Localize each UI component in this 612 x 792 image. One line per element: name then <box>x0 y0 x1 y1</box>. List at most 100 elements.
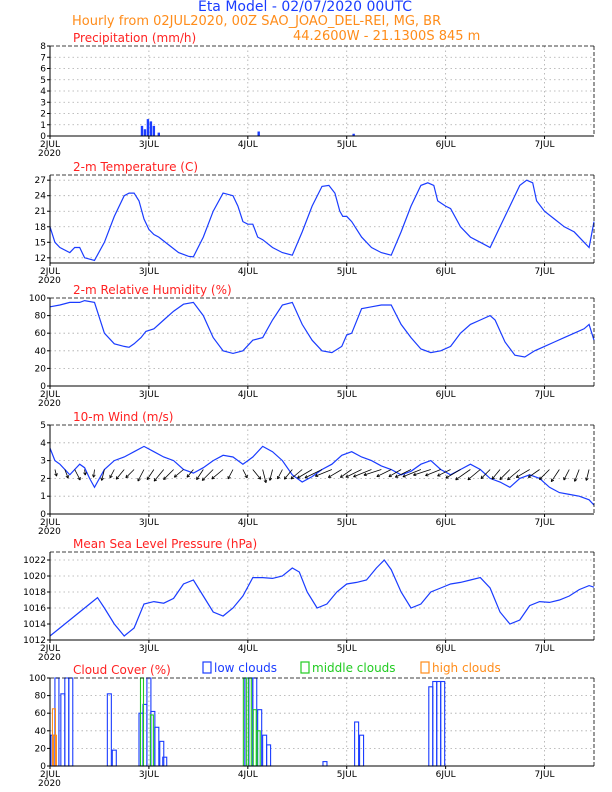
wind-arrow <box>137 469 145 482</box>
cloud-bar <box>428 686 434 767</box>
wind-arrow <box>467 469 481 481</box>
precip-bar <box>149 121 153 136</box>
y-tick-label: 0 <box>40 132 46 142</box>
wind-arrow-head <box>186 474 190 478</box>
wind-arrow-head <box>394 474 399 478</box>
wind-arrow-head <box>257 476 262 480</box>
cloud-bar <box>440 680 446 767</box>
wind-arrow-head <box>211 476 215 480</box>
wind-arrow <box>550 469 560 482</box>
y-tick-label: 4 <box>40 87 46 97</box>
station-location: 44.2600W - 21.1300S 845 m <box>293 29 480 44</box>
wind-arrow-head <box>515 474 520 478</box>
x-tick-label: 4JUL <box>238 518 258 528</box>
wind-arrow <box>315 469 333 477</box>
wind-arrow-head <box>109 474 113 479</box>
cloud-bar <box>359 734 365 767</box>
x-tick-label: 3JUL <box>139 140 159 150</box>
y-tick-label: 0 <box>40 762 46 772</box>
wind-arrow <box>425 469 441 477</box>
wind-arrow-head <box>314 473 319 477</box>
x-tick-label: 5JUL <box>337 770 357 780</box>
wind-arrow <box>211 469 224 480</box>
wind-arrow-head <box>146 476 150 481</box>
y-tick-label: 100 <box>29 674 46 684</box>
wind-arrow-head <box>563 477 567 481</box>
cloud-bar <box>252 709 257 767</box>
x-tick-label: 4JUL <box>238 390 258 400</box>
wind-arrow-head <box>425 473 429 477</box>
wind-arrow <box>363 469 382 476</box>
wind-arrow <box>93 469 95 478</box>
y-tick-label: 0 <box>40 510 46 520</box>
wind-arrow-head <box>499 476 503 480</box>
cloud-bar <box>149 714 154 767</box>
x-tick-label: 7JUL <box>535 518 555 528</box>
x-tick-label: 3JUL <box>139 267 159 277</box>
precip-bar <box>157 132 160 136</box>
x-tick-label: 4JUL <box>238 644 258 654</box>
wind-arrow <box>445 469 461 479</box>
y-tick-label: 1014 <box>23 620 46 630</box>
y-tick-label: 1 <box>40 121 46 131</box>
wind-arrow <box>395 469 412 478</box>
cloud-bar <box>432 680 438 767</box>
wind-arrow-head <box>268 477 273 481</box>
y-tick-label: 1020 <box>23 572 46 582</box>
wind-arrow-head <box>54 473 58 477</box>
x-year-label: 2020 <box>38 276 61 286</box>
wind-arrow-head <box>467 476 471 481</box>
precip-bar <box>257 131 260 136</box>
cloud-bar <box>60 693 66 767</box>
wind-arrow-head <box>491 476 495 480</box>
wind-arrow <box>262 469 267 483</box>
x-tick-label: 6JUL <box>436 267 456 277</box>
wind-arrow-head <box>376 473 380 478</box>
wind-arrow <box>413 469 431 476</box>
wind-arrow <box>74 469 81 481</box>
wind-arrow-head <box>92 474 96 478</box>
wind-arrow-head <box>345 474 349 478</box>
y-tick-label: 40 <box>35 347 47 357</box>
wind-arrow-head <box>480 475 484 480</box>
chart-title: Eta Model - 02/07/2020 00UTC <box>198 0 412 15</box>
y-tick-label: 80 <box>35 692 47 702</box>
x-tick-label: 4JUL <box>238 267 258 277</box>
panel-3: 0 20 40 60 80 100 2JUL 3JUL 4JUL 5JUL 6JUL 7JUL 2020… <box>29 283 595 409</box>
y-tick-label: 15 <box>35 238 46 248</box>
legend-low-label: low clouds <box>214 661 277 675</box>
cloud-bar <box>436 680 442 767</box>
legend-low-swatch <box>202 661 212 674</box>
precip-bar <box>140 125 144 136</box>
wind-arrow <box>115 469 125 480</box>
y-tick-label: 7 <box>40 53 46 63</box>
wind-arrow <box>574 469 580 482</box>
wind-arrow <box>304 469 323 479</box>
x-tick-label: 7JUL <box>535 770 555 780</box>
panel-6: 0 20 40 60 80 100 2JUL 3JUL 4JUL 5JUL 6JUL 7JUL 2020… <box>29 663 595 789</box>
x-tick-label: 7JUL <box>535 267 555 277</box>
wind-arrow <box>491 469 501 480</box>
wind-arrow-head <box>263 479 268 484</box>
legend-middle-label: middle clouds <box>312 661 396 675</box>
x-tick-label: 3JUL <box>139 518 159 528</box>
panel-2: 12 15 18 21 24 27 2JUL 3JUL 4JUL 5JUL 6JUL 7JUL 2020… <box>35 160 595 286</box>
legend-middle-swatch <box>300 661 310 674</box>
wind-arrow-head <box>455 476 459 481</box>
wind-arrow <box>125 469 135 479</box>
wind-arrow-head <box>507 476 511 481</box>
y-tick-label: 2 <box>40 110 46 120</box>
x-year-label: 2020 <box>38 653 61 663</box>
wind-arrow <box>507 469 521 481</box>
y-tick-label: 1018 <box>23 588 46 598</box>
wind-arrow <box>277 469 283 480</box>
x-tick-label: 5JUL <box>337 518 357 528</box>
panel-title: Precipitation (mm/h) <box>73 31 196 45</box>
wind-arrow-head <box>437 473 441 477</box>
wind-arrow-head <box>277 475 281 480</box>
wind-arrow <box>388 469 402 478</box>
wind-arrow <box>227 469 234 480</box>
y-tick-label: 21 <box>35 207 46 217</box>
cloud-bar <box>106 693 112 767</box>
